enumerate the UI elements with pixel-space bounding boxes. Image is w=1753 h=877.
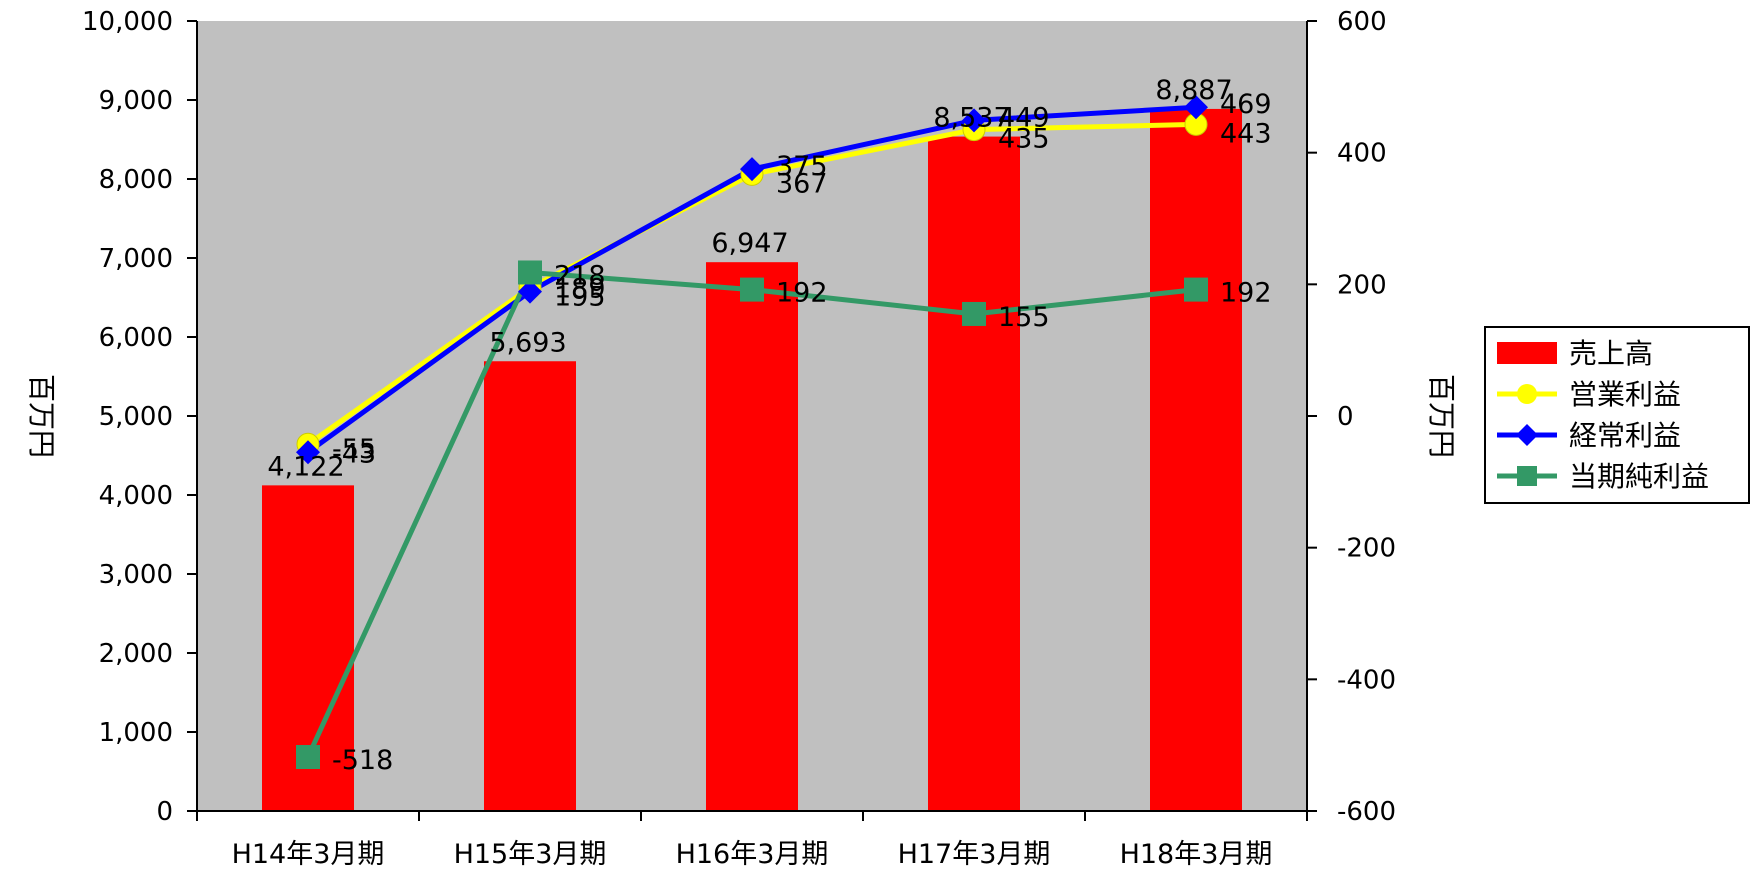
marker-square (518, 260, 542, 285)
right-tick-label: -200 (1337, 534, 1396, 564)
line-value-label: 155 (998, 302, 1050, 333)
bar-value-label: 6,947 (711, 228, 788, 259)
line-value-label: -518 (332, 745, 393, 776)
line-value-label: 449 (998, 102, 1050, 133)
left-tick-label: 10,000 (82, 7, 173, 37)
line-value-label: 218 (554, 260, 606, 291)
line-value-label: 375 (776, 151, 828, 182)
legend-label: 営業利益 (1569, 378, 1681, 411)
right-axis-title: 百万円 (1425, 374, 1458, 458)
x-tick-label: H15年3月期 (454, 839, 607, 870)
marker-diamond (740, 157, 764, 182)
marker-square (1184, 277, 1208, 302)
line-value-label: 443 (1220, 118, 1272, 149)
line-value-label: 189 (554, 274, 606, 305)
marker-diamond (518, 279, 542, 304)
line-value-label: 469 (1220, 89, 1272, 120)
marker-diamond (1184, 95, 1208, 120)
left-tick-label: 5,000 (99, 402, 173, 432)
left-tick-label: 0 (156, 797, 173, 827)
legend-marker-circle (1517, 384, 1537, 404)
x-tick-label: H18年3月期 (1120, 839, 1273, 870)
legend-label: 経常利益 (1569, 419, 1681, 452)
bar-value-label: 8,887 (1155, 75, 1232, 106)
marker-square (740, 277, 764, 302)
marker-square (296, 745, 320, 770)
marker-diamond (962, 108, 986, 133)
left-tick-label: 9,000 (99, 86, 173, 116)
legend-label: 売上高 (1569, 337, 1653, 370)
left-tick-label: 1,000 (99, 718, 173, 748)
line-value-label: -55 (332, 434, 376, 465)
right-tick-label: 200 (1337, 270, 1387, 300)
left-tick-label: 2,000 (99, 639, 173, 669)
bar-2 (484, 361, 576, 811)
line-value-label: 195 (554, 282, 606, 313)
left-tick-label: 3,000 (99, 560, 173, 590)
line-value-label: 435 (998, 124, 1050, 155)
x-tick-label: H17年3月期 (898, 839, 1051, 870)
legend-marker-diamond (1516, 424, 1538, 446)
bar-5 (1150, 108, 1242, 811)
x-tick-label: H16年3月期 (676, 839, 829, 870)
right-tick-label: 400 (1337, 139, 1387, 169)
left-tick-label: 8,000 (99, 165, 173, 195)
left-tick-label: 4,000 (99, 481, 173, 511)
line-value-label: 367 (776, 168, 828, 199)
bar-4 (928, 136, 1020, 811)
left-tick-label: 7,000 (99, 244, 173, 274)
bar-value-label: 8,537 (933, 103, 1010, 134)
bar-value-label: 4,122 (267, 451, 344, 482)
line-value-label: -43 (332, 438, 376, 469)
bar-3 (706, 262, 798, 811)
legend-swatch-bar (1497, 342, 1557, 364)
marker-square (962, 301, 986, 326)
marker-diamond (296, 440, 320, 465)
line-value-label: 192 (1220, 278, 1272, 309)
right-tick-label: -600 (1337, 797, 1396, 827)
left-tick-label: 6,000 (99, 323, 173, 353)
legend-marker-square (1517, 466, 1537, 486)
x-tick-label: H14年3月期 (232, 839, 385, 870)
left-axis-title: 百万円 (25, 374, 58, 458)
bar-value-label: 5,693 (489, 327, 566, 358)
legend-label: 当期純利益 (1569, 460, 1709, 493)
right-tick-label: 600 (1337, 7, 1387, 37)
right-tick-label: 0 (1337, 402, 1354, 432)
right-tick-label: -400 (1337, 665, 1396, 695)
line-value-label: 192 (776, 278, 828, 309)
